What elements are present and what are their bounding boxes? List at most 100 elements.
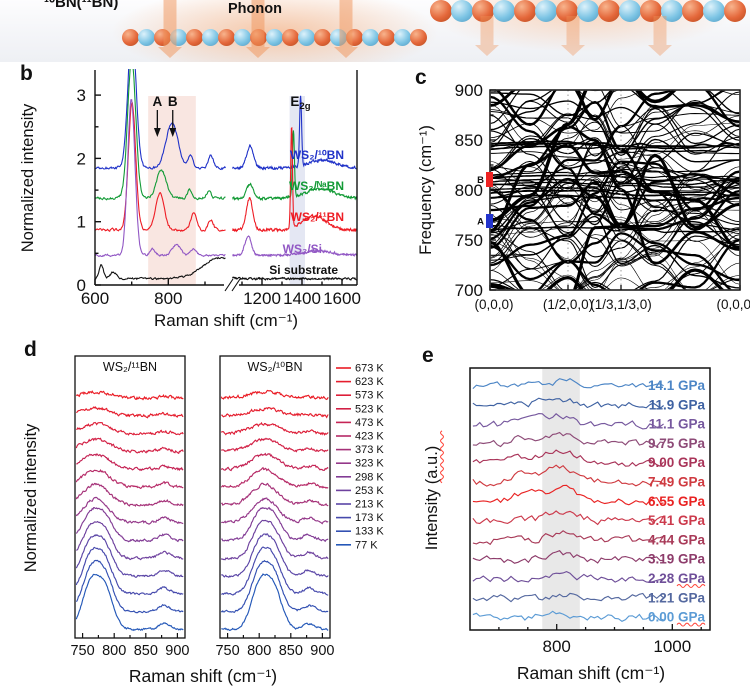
phonon-bands bbox=[490, 90, 740, 290]
temperature-spectrum-curve bbox=[220, 466, 329, 489]
blue-atom bbox=[138, 29, 155, 46]
chart-text: 573 K bbox=[355, 390, 384, 402]
phonon-arrow-down-icon bbox=[561, 16, 585, 56]
chart-text: 900 bbox=[455, 81, 483, 100]
orange-atom bbox=[640, 0, 662, 22]
chart-text: WS₂/¹¹BN bbox=[291, 210, 344, 224]
shaded-band bbox=[289, 96, 305, 285]
chart-text: 800 bbox=[543, 637, 571, 656]
chart-text: (0,0,0) bbox=[716, 297, 750, 312]
chart-graphic bbox=[490, 239, 740, 290]
chart-text: Intensity (a.u.) bbox=[423, 446, 441, 551]
y-axis-label: Frequency (cm⁻¹) bbox=[417, 125, 435, 255]
chart-text: 1200 bbox=[243, 289, 281, 308]
chart-graphic bbox=[495, 90, 740, 126]
temperature-spectrum-curve bbox=[76, 406, 184, 419]
temperature-spectrum-curve bbox=[75, 546, 184, 596]
chart-text: 2.28 GPa bbox=[648, 571, 706, 586]
temperature-spectrum-curve bbox=[221, 506, 329, 543]
blue-atom bbox=[234, 29, 251, 46]
arrowhead-icon bbox=[153, 128, 161, 137]
pressure-spectrum-curve bbox=[472, 378, 664, 390]
chart-text: 0.00 GPa bbox=[648, 610, 706, 625]
pressure-spectrum-curve bbox=[472, 610, 664, 622]
mode-marker-A bbox=[486, 214, 493, 228]
orange-atom bbox=[122, 29, 139, 46]
blue-atom bbox=[451, 0, 473, 22]
spellcheck-underline bbox=[676, 584, 706, 588]
chart-text: 900 bbox=[165, 643, 189, 659]
temperature-spectrum-curve bbox=[220, 389, 329, 401]
chart-text: 623 K bbox=[355, 376, 384, 388]
chart-text: 800 bbox=[154, 289, 182, 308]
temperature-spectrum-curve bbox=[75, 506, 184, 543]
orange-atom bbox=[724, 0, 746, 22]
chart-graphic bbox=[490, 213, 687, 290]
chart-graphic bbox=[490, 186, 740, 194]
panel-a-illustration: ¹⁰BN(¹¹BN) Phonon bbox=[0, 0, 750, 62]
chart-text: 5.41 GPa bbox=[648, 513, 706, 528]
chart-text: 373 K bbox=[355, 444, 384, 456]
chart-text: 750 bbox=[70, 643, 94, 659]
phonon-arrow-down-icon bbox=[158, 0, 182, 58]
temperature-spectrum-curve bbox=[75, 496, 184, 525]
chart-graphic bbox=[490, 209, 740, 288]
chart-text: WS₂/¹⁰BN bbox=[248, 360, 303, 374]
chart-graphic bbox=[490, 210, 740, 290]
chart-graphic bbox=[490, 90, 740, 157]
plot-frame bbox=[219, 355, 331, 639]
blue-atom bbox=[202, 29, 219, 46]
chart-text: 253 K bbox=[355, 485, 384, 497]
orange-atom bbox=[556, 0, 578, 22]
pressure-spectrum-curve bbox=[472, 413, 664, 430]
chart-text: 6.55 GPa bbox=[648, 494, 706, 509]
temperature-spectrum-curve bbox=[220, 421, 329, 436]
pressure-spectrum-curve bbox=[472, 449, 665, 467]
shaded-band bbox=[542, 369, 580, 629]
panel-b-raman-spectra-chart: WS₂/¹⁰BN WS₂/ᴺᵃBN WS₂/¹¹BN WS₂/Si Si substra… bbox=[19, 69, 361, 330]
chart-graphic bbox=[490, 161, 740, 233]
chart-text: 800 bbox=[247, 643, 271, 659]
blue-atom bbox=[619, 0, 641, 22]
phonon-arrow-down-icon bbox=[648, 16, 672, 56]
chart-graphic bbox=[490, 268, 724, 290]
orange-atom bbox=[378, 29, 395, 46]
orange-atom bbox=[218, 29, 235, 46]
chart-text: 800 bbox=[455, 181, 483, 200]
isotope-label: ¹⁰BN(¹¹BN) bbox=[44, 0, 119, 11]
pressure-spectrum-curve bbox=[472, 570, 664, 583]
chart-text: 523 K bbox=[355, 403, 384, 415]
chart-graphic bbox=[490, 174, 740, 182]
blue-atom bbox=[535, 0, 557, 22]
chart-graphic: E bbox=[290, 94, 299, 109]
chart-graphic bbox=[490, 226, 740, 234]
chart-text: A bbox=[152, 94, 162, 109]
orange-atom bbox=[682, 0, 704, 22]
pressure-spectrum-curve bbox=[472, 464, 664, 487]
chart-text: 1600 bbox=[323, 289, 361, 308]
orange-atom bbox=[314, 29, 331, 46]
temperature-spectrum-curve bbox=[221, 406, 329, 419]
chart-text: 600 bbox=[81, 289, 109, 308]
chart-graphic bbox=[490, 257, 740, 290]
chart-graphic bbox=[490, 232, 732, 290]
panel-c-phonon-dispersion-chart: 700 750 800 850 900 (0,0,0) (1/2,0,0)(1/3,1/3,… bbox=[417, 81, 750, 312]
plot-frame bbox=[469, 367, 711, 631]
chart-text: 850 bbox=[134, 643, 158, 659]
chart-graphic bbox=[490, 90, 740, 127]
chart-text: 700 bbox=[455, 281, 483, 300]
chart-graphic bbox=[490, 189, 740, 197]
spectrum-curve bbox=[95, 256, 357, 281]
temperature-spectrum-curve bbox=[221, 546, 329, 596]
temperature-spectrum-curve bbox=[221, 573, 329, 632]
chart-text: 750 bbox=[455, 231, 483, 250]
chart-text: (0,0,0) bbox=[474, 297, 513, 312]
phonon-arrow-down-icon bbox=[475, 16, 499, 56]
orange-atom bbox=[186, 29, 203, 46]
chart-text: 1.21 GPa bbox=[648, 590, 706, 605]
temperature-spectrum-curve bbox=[75, 390, 184, 401]
mode-marker-B bbox=[486, 172, 493, 187]
orange-atom bbox=[598, 0, 620, 22]
orange-atom bbox=[514, 0, 536, 22]
chart-text: 0 bbox=[77, 276, 86, 295]
